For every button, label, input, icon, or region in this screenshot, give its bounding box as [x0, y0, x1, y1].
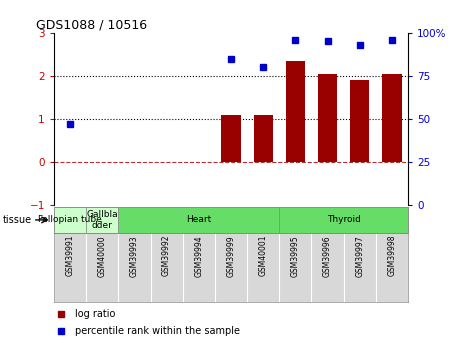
Bar: [118, 207, 279, 233]
Text: Gallbla
dder: Gallbla dder: [86, 210, 118, 230]
Bar: [286, 61, 305, 162]
Text: percentile rank within the sample: percentile rank within the sample: [75, 326, 240, 336]
Bar: [86, 207, 118, 233]
Bar: [318, 74, 337, 162]
Text: tissue: tissue: [2, 215, 31, 225]
Text: GSM39993: GSM39993: [130, 235, 139, 277]
Text: GSM39997: GSM39997: [355, 235, 364, 277]
Text: Heart: Heart: [186, 215, 212, 225]
Bar: [350, 80, 370, 162]
Text: GSM39994: GSM39994: [194, 235, 203, 277]
Text: GSM40001: GSM40001: [259, 235, 268, 276]
Text: GSM39992: GSM39992: [162, 235, 171, 276]
Bar: [54, 207, 86, 233]
Text: Thyroid: Thyroid: [327, 215, 361, 225]
Text: GSM39995: GSM39995: [291, 235, 300, 277]
Text: log ratio: log ratio: [75, 309, 115, 319]
Text: GDS1088 / 10516: GDS1088 / 10516: [36, 19, 147, 32]
Text: GSM39999: GSM39999: [227, 235, 235, 277]
Bar: [254, 115, 273, 162]
Text: GSM39998: GSM39998: [387, 235, 396, 276]
Text: GSM39996: GSM39996: [323, 235, 332, 277]
Text: Fallopian tube: Fallopian tube: [38, 215, 102, 225]
Bar: [279, 207, 408, 233]
Bar: [382, 74, 401, 162]
Bar: [221, 115, 241, 162]
Text: GSM39991: GSM39991: [66, 235, 75, 276]
Text: GSM40000: GSM40000: [98, 235, 107, 277]
